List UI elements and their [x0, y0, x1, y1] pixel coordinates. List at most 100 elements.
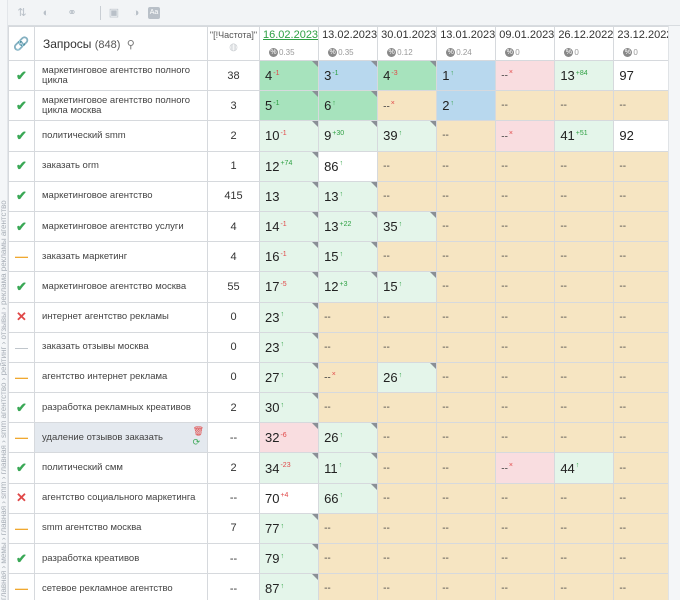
position-cell[interactable]: --	[377, 542, 438, 575]
query-cell[interactable]: smm агентство москва	[34, 512, 208, 545]
position-cell[interactable]: 10-1	[258, 120, 320, 152]
status-cell[interactable]: —	[8, 573, 35, 600]
query-cell[interactable]: агентство интернет реклама	[34, 361, 208, 394]
position-cell[interactable]: --	[377, 180, 438, 212]
query-cell[interactable]: маркетинговое агентство	[34, 180, 208, 212]
link-icon[interactable]: ⚭	[67, 7, 77, 19]
position-cell[interactable]: 26↑	[318, 422, 379, 454]
position-cell[interactable]: --	[613, 241, 674, 273]
date-column-header[interactable]: 30.01.2023 % 0.12	[377, 26, 438, 61]
date-column-header[interactable]: 13.01.2023 % 0.24	[436, 26, 497, 61]
position-cell[interactable]: 2↑	[436, 90, 497, 122]
position-cell[interactable]: --	[377, 241, 438, 273]
query-column-header[interactable]: Запросы (848) ⚲	[34, 26, 208, 61]
position-cell[interactable]: --	[495, 150, 556, 182]
search-icon[interactable]: ⚲	[126, 38, 135, 51]
status-cell[interactable]: —	[8, 361, 35, 394]
status-cell[interactable]: ✔	[8, 90, 35, 122]
position-cell[interactable]: --×	[495, 59, 556, 92]
position-cell[interactable]: --	[436, 180, 497, 212]
position-cell[interactable]: --	[613, 422, 674, 454]
query-cell[interactable]: разработка креативов	[34, 542, 208, 575]
position-cell[interactable]: --	[495, 210, 556, 243]
position-cell[interactable]: 15↑	[318, 241, 379, 273]
date-column-header[interactable]: 09.01.2023 % 0	[495, 26, 556, 61]
position-cell[interactable]: --	[436, 392, 497, 424]
position-cell[interactable]: 15↑	[377, 271, 438, 303]
status-cell[interactable]: ✕	[8, 482, 35, 514]
position-cell[interactable]: --	[318, 392, 379, 424]
position-cell[interactable]: 39↑	[377, 120, 438, 152]
position-cell[interactable]: 87↑	[258, 573, 320, 600]
position-cell[interactable]: --	[495, 331, 556, 363]
query-cell[interactable]: сетевое рекламное агентство	[34, 573, 208, 600]
position-cell[interactable]: --	[613, 331, 674, 363]
status-cell[interactable]: ✔	[8, 59, 35, 92]
position-cell[interactable]: 12+74	[258, 150, 320, 182]
position-cell[interactable]: 66↑	[318, 482, 379, 514]
table-row[interactable]: ✔ маркетинговое агентство полного цикла 38…	[8, 59, 674, 92]
status-cell[interactable]: ✔	[8, 542, 35, 575]
position-cell[interactable]: --	[613, 452, 674, 484]
position-cell[interactable]: 5-1	[258, 90, 320, 122]
status-cell[interactable]: —	[8, 512, 35, 545]
status-cell[interactable]: ✕	[8, 301, 35, 333]
position-cell[interactable]: --	[377, 150, 438, 182]
position-cell[interactable]: --	[554, 573, 615, 600]
position-cell[interactable]: --	[495, 90, 556, 122]
table-row[interactable]: ✔ политический smm 2 10-1 9+30 39↑ -- --× 41+51 9…	[8, 120, 674, 152]
position-cell[interactable]: --	[613, 542, 674, 575]
date-label[interactable]: 30.01.2023	[381, 29, 437, 41]
position-cell[interactable]: --	[554, 422, 615, 454]
query-cell[interactable]: маркетинговое агентство полного цикла	[34, 59, 208, 92]
position-cell[interactable]: --	[613, 301, 674, 333]
table-row[interactable]: ✔ разработка креативов -- 79↑ -- -- -- -- -- --	[8, 542, 674, 575]
query-cell[interactable]: разработка рекламных креативов	[34, 392, 208, 424]
position-cell[interactable]: --	[495, 241, 556, 273]
position-cell[interactable]: --	[436, 452, 497, 484]
position-cell[interactable]: --	[377, 422, 438, 454]
position-cell[interactable]: 13+84	[554, 59, 615, 92]
date-column-header[interactable]: 13.02.2023 % 0.35	[318, 26, 379, 61]
query-cell[interactable]: заказать orm	[34, 150, 208, 182]
status-cell[interactable]: —	[8, 422, 35, 454]
position-cell[interactable]: --	[613, 271, 674, 303]
position-cell[interactable]: 86↑	[318, 150, 379, 182]
position-cell[interactable]: --	[554, 392, 615, 424]
position-cell[interactable]: --	[554, 331, 615, 363]
position-cell[interactable]: --	[554, 542, 615, 575]
position-cell[interactable]: --	[436, 512, 497, 545]
position-cell[interactable]: --	[613, 573, 674, 600]
query-cell[interactable]: маркетинговое агентство москва	[34, 271, 208, 303]
position-cell[interactable]: --	[495, 271, 556, 303]
position-cell[interactable]: --	[436, 331, 497, 363]
position-cell[interactable]: 77↑	[258, 512, 320, 545]
date-label[interactable]: 09.01.2023	[499, 29, 555, 41]
position-cell[interactable]: --	[495, 361, 556, 394]
position-cell[interactable]: --×	[318, 361, 379, 394]
query-cell[interactable]: политический смм	[34, 452, 208, 484]
position-cell[interactable]: --×	[377, 90, 438, 122]
position-cell[interactable]: --	[613, 150, 674, 182]
table-row[interactable]: — сетевое рекламное агентство -- 87↑ -- -- -- -…	[8, 573, 674, 600]
position-cell[interactable]: 23↑	[258, 301, 320, 333]
date-column-header[interactable]: 23.12.2022 % 0	[613, 26, 674, 61]
status-cell[interactable]: ✔	[8, 210, 35, 243]
position-cell[interactable]: 34-23	[258, 452, 320, 484]
position-cell[interactable]: 4-1	[258, 59, 320, 92]
refresh-icon[interactable]: ⟳	[192, 437, 201, 448]
position-cell[interactable]: --	[613, 90, 674, 122]
position-cell[interactable]: --	[377, 512, 438, 545]
position-cell[interactable]: --	[495, 392, 556, 424]
position-cell[interactable]: --×	[495, 452, 556, 484]
position-cell[interactable]: --	[613, 180, 674, 212]
table-row[interactable]: ✔ маркетинговое агентство 415 13 13↑ -- -- -- --…	[8, 180, 674, 212]
position-cell[interactable]: --	[613, 210, 674, 243]
position-cell[interactable]: 26↑	[377, 361, 438, 394]
link-column-header[interactable]: 🔗	[8, 26, 35, 61]
table-row[interactable]: ✔ маркетинговое агентство москва 55 17-5 12+…	[8, 271, 674, 303]
position-cell[interactable]: --	[495, 542, 556, 575]
position-cell[interactable]: --	[436, 573, 497, 600]
position-cell[interactable]: --	[377, 301, 438, 333]
position-cell[interactable]: --	[436, 482, 497, 514]
